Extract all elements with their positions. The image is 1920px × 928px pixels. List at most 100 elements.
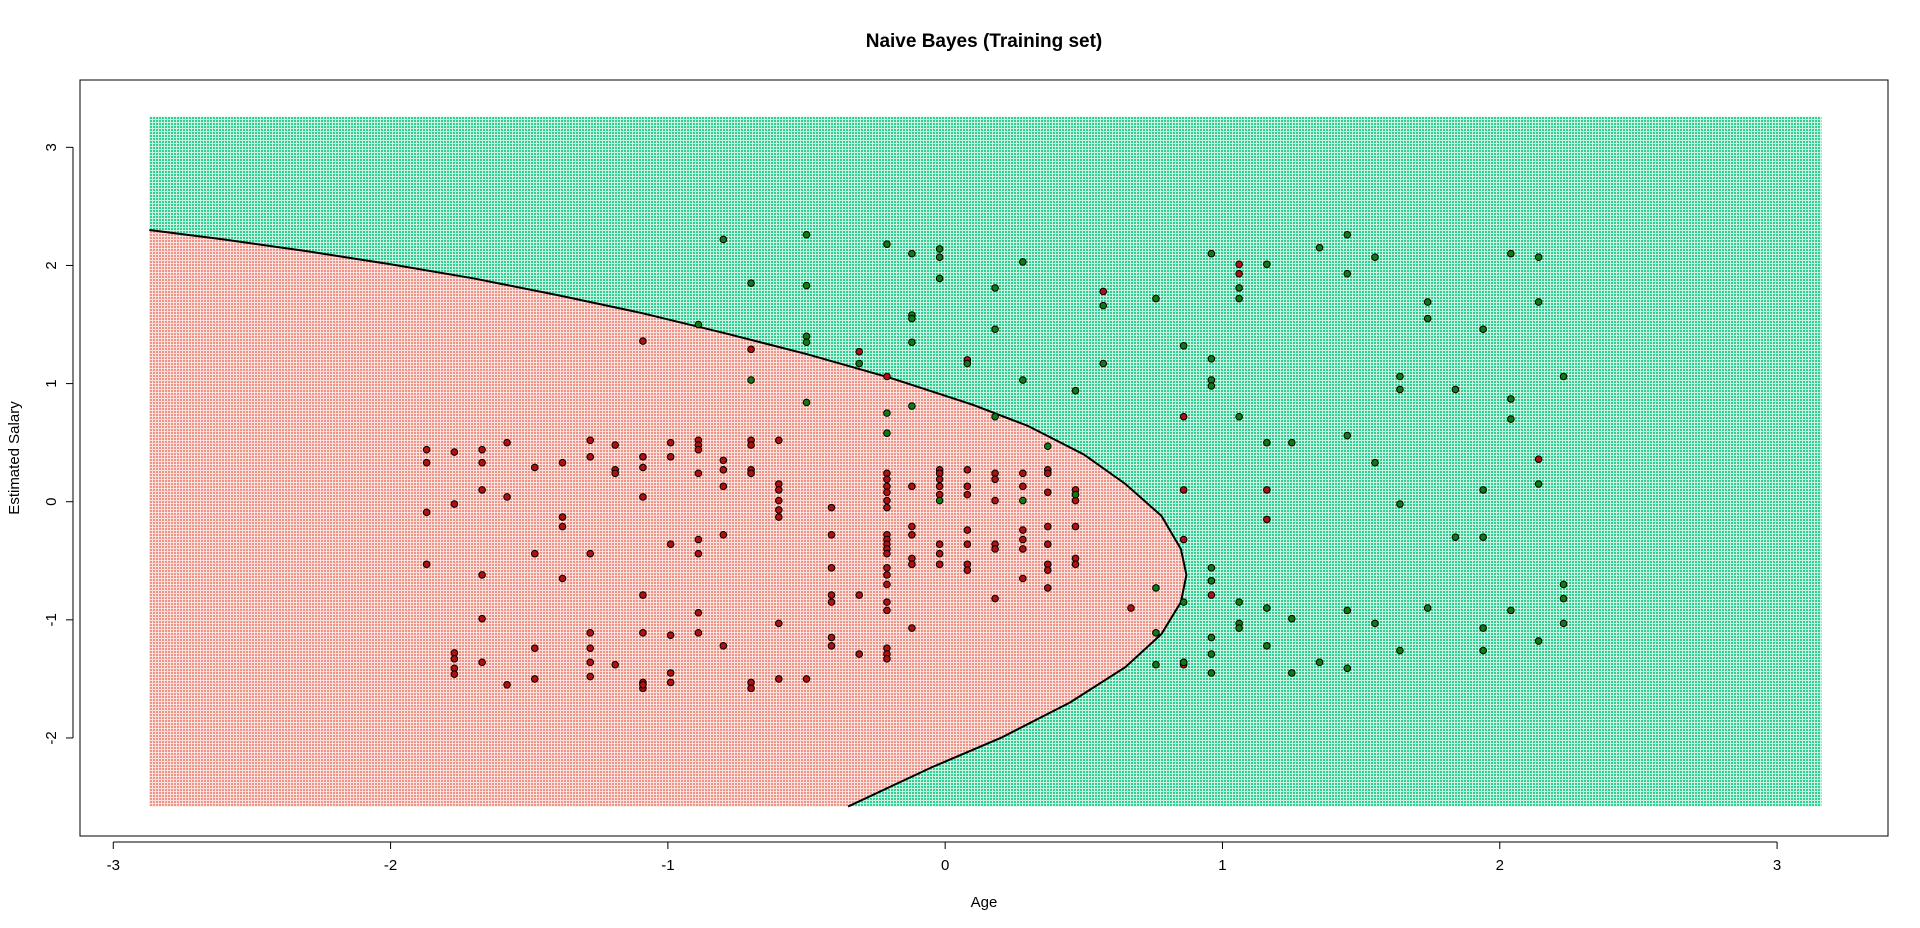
data-point-class-1: [935, 253, 944, 261]
x-tick-label: 3: [1773, 857, 1781, 874]
data-point-class-0: [1179, 486, 1188, 494]
y-tick-label: -2: [43, 731, 60, 744]
data-point-class-0: [694, 469, 703, 478]
data-point-class-0: [963, 490, 972, 499]
data-point-class-0: [991, 475, 999, 484]
x-tick-label: 1: [1218, 857, 1226, 874]
data-point-class-0: [719, 456, 728, 465]
data-point-class-0: [450, 670, 459, 678]
data-point-class-0: [1043, 522, 1052, 531]
data-point-class-0: [694, 535, 703, 544]
data-point-class-0: [478, 445, 486, 454]
decision-regions: [149, 116, 1822, 808]
data-point-class-0: [883, 598, 891, 606]
data-point-class-1: [1479, 325, 1487, 334]
y-tick-label: 2: [43, 261, 60, 269]
data-point-class-1: [1288, 614, 1296, 623]
data-point-class-0: [450, 655, 459, 663]
y-axis-label: Estimated Salary: [6, 401, 23, 515]
data-point-class-1: [747, 279, 755, 287]
chart-title: Naive Bayes (Training set): [866, 31, 1103, 52]
data-point-class-1: [1207, 650, 1216, 658]
data-point-class-1: [1263, 260, 1271, 269]
data-point-class-1: [802, 338, 811, 347]
data-point-class-1: [1179, 598, 1188, 606]
data-point-class-0: [883, 580, 891, 589]
data-point-class-0: [1043, 584, 1052, 592]
data-point-class-0: [422, 560, 431, 569]
x-tick-label: 2: [1496, 857, 1504, 874]
data-point-class-0: [827, 591, 836, 599]
y-tick-label: -1: [43, 613, 60, 626]
data-point-class-1: [802, 398, 811, 407]
data-point-class-0: [935, 475, 944, 484]
y-axis: -2 -1 0 1 2 3: [43, 143, 74, 745]
data-point-class-0: [963, 566, 972, 575]
data-point-class-0: [747, 441, 755, 449]
data-point-class-0: [450, 448, 459, 456]
data-point-class-0: [963, 466, 972, 474]
data-point-class-1: [719, 235, 728, 244]
data-point-class-0: [1263, 486, 1271, 494]
data-point-class-0: [774, 506, 783, 514]
data-point-class-1: [1343, 664, 1352, 673]
data-point-class-0: [1043, 566, 1052, 575]
data-point-class-0: [963, 482, 972, 491]
data-point-class-1: [935, 245, 944, 253]
data-point-class-0: [1043, 469, 1052, 478]
data-point-class-0: [639, 463, 647, 472]
data-point-class-1: [908, 402, 916, 410]
data-point-class-0: [422, 508, 431, 517]
data-point-class-0: [991, 594, 999, 603]
y-tick-label: 1: [43, 379, 60, 387]
data-point-class-1: [1235, 294, 1243, 303]
data-point-class-1: [1559, 580, 1568, 589]
data-point-class-0: [530, 675, 539, 683]
data-point-class-0: [558, 522, 567, 531]
data-point-class-1: [1263, 438, 1271, 447]
data-point-class-0: [558, 574, 567, 583]
data-point-class-0: [530, 463, 539, 472]
data-point-class-1: [991, 325, 999, 334]
data-point-class-0: [1534, 455, 1543, 463]
data-point-class-0: [478, 658, 486, 667]
data-point-class-0: [883, 571, 891, 579]
data-point-class-1: [1019, 376, 1027, 384]
data-point-class-1: [1371, 458, 1379, 467]
data-point-class-0: [1179, 535, 1188, 544]
data-point-class-1: [694, 320, 703, 329]
data-point-class-1: [1235, 624, 1243, 632]
data-point-class-0: [1235, 269, 1243, 278]
data-point-class-1: [1451, 533, 1460, 541]
data-point-class-0: [503, 438, 511, 447]
data-point-class-1: [1479, 533, 1487, 541]
data-point-class-0: [719, 642, 728, 650]
data-point-class-0: [774, 675, 783, 683]
data-point-class-1: [1099, 359, 1108, 368]
data-point-class-0: [503, 493, 511, 501]
data-point-class-0: [586, 629, 595, 637]
data-point-class-1: [1343, 269, 1352, 278]
data-point-class-0: [666, 438, 675, 447]
data-point-class-0: [586, 644, 595, 652]
data-point-class-0: [827, 633, 836, 642]
decision-boundary: [149, 229, 1188, 808]
data-point-class-1: [1343, 230, 1352, 239]
data-point-class-1: [935, 274, 944, 283]
data-point-class-1: [963, 359, 972, 368]
data-point-class-0: [774, 619, 783, 628]
data-point-class-0: [422, 445, 431, 454]
data-point-class-1: [935, 496, 944, 505]
data-point-class-0: [855, 591, 864, 599]
data-point-class-1: [1559, 619, 1568, 628]
data-point-class-1: [1423, 604, 1432, 612]
data-point-class-0: [586, 672, 595, 681]
x-tick-label: -1: [661, 857, 674, 874]
region-class-0: [149, 230, 1187, 807]
data-point-class-0: [639, 681, 647, 689]
data-point-class-1: [1343, 431, 1352, 440]
data-point-class-0: [558, 513, 567, 521]
data-point-class-0: [639, 337, 647, 345]
data-point-class-0: [639, 629, 647, 637]
data-point-class-0: [694, 549, 703, 558]
